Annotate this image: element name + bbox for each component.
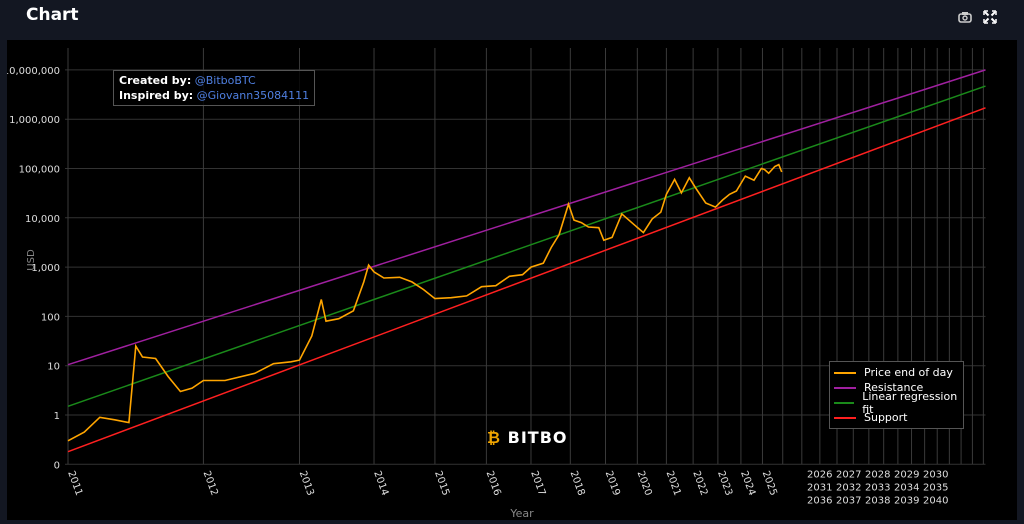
series-line-linear-regression-fit (67, 85, 986, 408)
y-axis-title: USD (26, 249, 37, 271)
x-axis-title: Year (509, 507, 534, 520)
y-tick-label: 0 (54, 460, 60, 471)
x-tick-label: 2017 (528, 470, 547, 498)
legend-item-regression[interactable]: Linear regression fit (830, 390, 963, 416)
y-tick-label: 1 (54, 411, 60, 422)
x-tick-label: 2026 (807, 469, 832, 480)
legend-item-support[interactable]: Support (830, 410, 963, 425)
page-title: Chart (26, 5, 79, 25)
chart-header: Chart (0, 0, 1024, 40)
chart-area[interactable]: 0 1 10 100 1,000 10,000 100,000 1,000,000 10,000… (3, 40, 1017, 520)
bitbo-logo: ₿ BITBO (487, 428, 567, 448)
y-tick-label: 10,000 (25, 214, 60, 225)
legend-item-price[interactable]: Price end of day (830, 365, 963, 380)
legend-swatch (834, 401, 855, 404)
created-label: Created by: (119, 74, 192, 87)
x-tick-label: 2023 (715, 470, 734, 498)
x-tick-label: 2033 (865, 482, 890, 493)
logo-icon: ₿ (487, 428, 502, 447)
x-tick-label: 2022 (690, 470, 709, 498)
x-tick-label: 2029 (894, 469, 919, 480)
x-tick-label: 2030 (923, 469, 948, 480)
x-tick-label: 2015 (432, 470, 451, 498)
fullscreen-icon[interactable] (982, 9, 998, 25)
x-tick-label: 2028 (865, 469, 890, 480)
series-line-support (67, 107, 986, 453)
x-tick-label: 2018 (568, 470, 587, 498)
x-tick-label: 2012 (201, 470, 220, 498)
y-tick-label: 100,000 (19, 165, 60, 176)
x-tick-label: 2013 (297, 470, 316, 498)
x-tick-label: 2031 (807, 482, 832, 493)
x-tick-label: 2037 (836, 495, 861, 506)
legend: Price end of day Resistance Linear regre… (829, 361, 964, 429)
series-line-resistance (67, 69, 986, 366)
legend-label: Support (864, 411, 908, 424)
legend-swatch (834, 416, 856, 419)
legend-swatch (834, 386, 856, 389)
x-tick-label: 2039 (894, 495, 919, 506)
x-tick-label: 2011 (65, 470, 84, 498)
logo-text: BITBO (507, 428, 568, 447)
y-tick-label: 10 (47, 362, 60, 373)
x-tick-label: 2034 (894, 482, 919, 493)
y-tick-label: 100 (41, 312, 60, 323)
x-tick-label: 2038 (865, 495, 890, 506)
created-link[interactable]: @BitboBTC (194, 74, 256, 87)
y-tick-label: 1,000 (31, 263, 60, 274)
inspired-link[interactable]: @Giovann35084111 (196, 89, 310, 102)
legend-item-resistance[interactable]: Resistance (830, 380, 963, 395)
legend-swatch (834, 371, 856, 374)
x-tick-label: 2035 (923, 482, 948, 493)
legend-label: Linear regression fit (862, 389, 958, 416)
x-tick-label: 2036 (807, 495, 832, 506)
x-tick-label: 2024 (738, 470, 757, 498)
x-tick-label: 2027 (836, 469, 861, 480)
camera-icon[interactable] (957, 9, 973, 25)
credits-annotation: Created by: @BitboBTC Inspired by: @Giov… (113, 70, 316, 106)
x-tick-label: 2014 (371, 470, 390, 498)
x-tick-label: 2016 (484, 470, 503, 498)
legend-label: Price end of day (864, 366, 953, 379)
x-tick-label: 2032 (836, 482, 861, 493)
x-tick-label: 2021 (664, 470, 683, 498)
x-tick-label: 2025 (760, 470, 779, 498)
inspired-label: Inspired by: (119, 89, 194, 102)
y-tick-label: 1,000,000 (9, 115, 60, 126)
legend-label: Resistance (864, 381, 924, 394)
x-tick-label: 2019 (603, 470, 622, 498)
y-tick-label: 10,000,000 (7, 66, 60, 77)
chart-svg: 0 1 10 100 1,000 10,000 100,000 1,000,000 10,000… (3, 48, 986, 520)
x-tick-label: 2040 (923, 495, 948, 506)
series-line-price-end-of-day (67, 163, 783, 442)
x-tick-label: 2020 (635, 470, 654, 498)
